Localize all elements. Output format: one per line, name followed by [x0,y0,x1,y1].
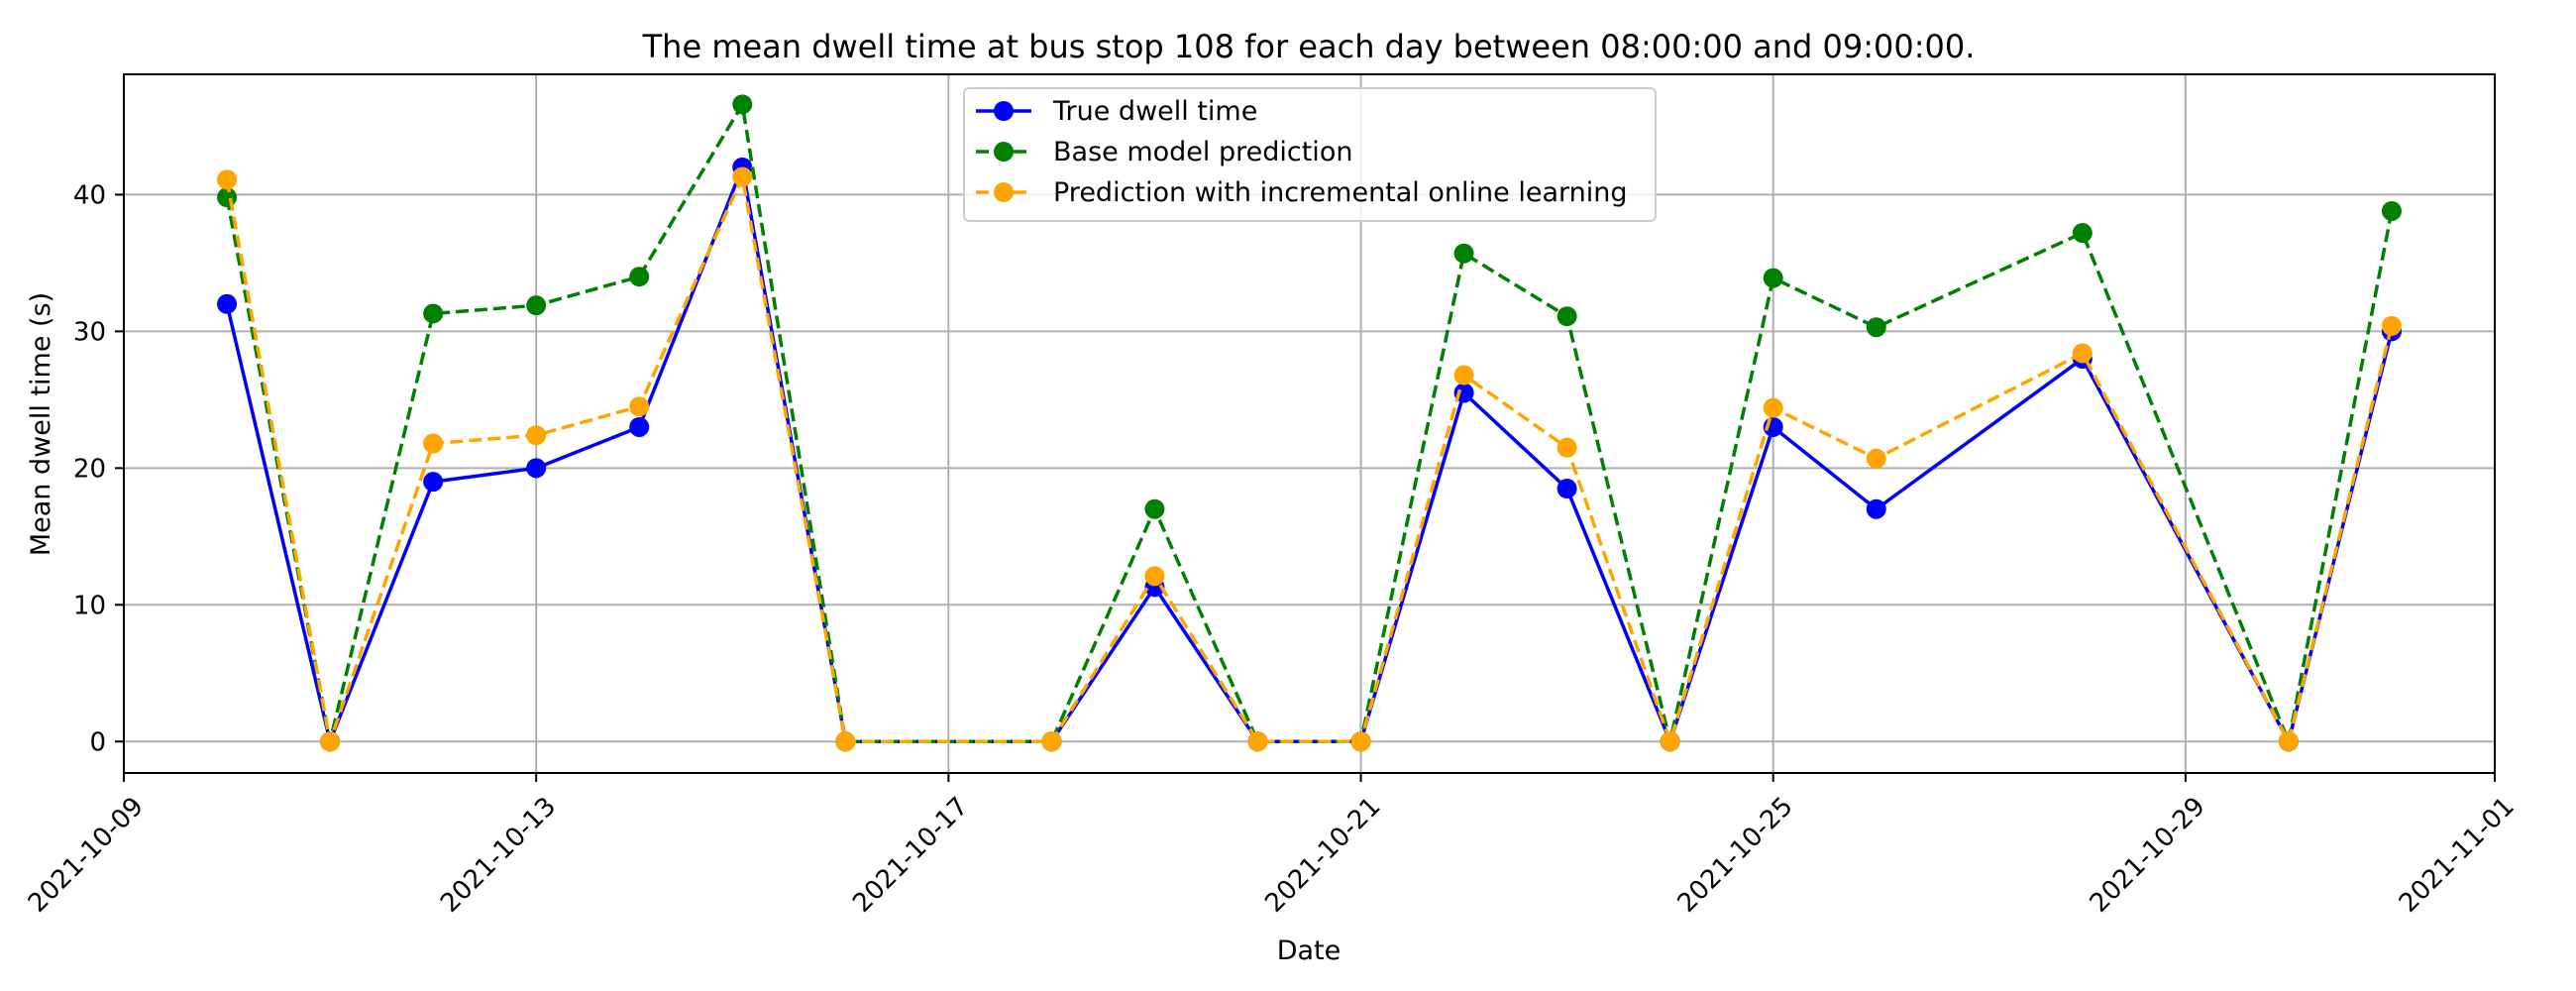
data-point [1144,566,1165,587]
data-point [1350,731,1371,752]
data-point [1866,448,1886,469]
chart-title: The mean dwell time at bus stop 108 for … [642,28,1976,65]
data-point [732,166,753,187]
legend-label: Prediction with incremental online learn… [1053,177,1628,208]
data-point [526,425,547,446]
data-point [1660,731,1680,752]
data-point [1556,479,1577,499]
y-tick-label: 20 [73,454,106,484]
data-point [217,169,238,190]
data-point [835,731,856,752]
data-point [423,303,444,324]
legend-label: True dwell time [1052,96,1257,127]
data-point [1247,731,1268,752]
data-point [423,472,444,493]
data-point [217,187,238,208]
data-point [2072,223,2093,244]
series-layer [217,94,2402,752]
legend-box [963,87,1657,222]
legend-marker [994,142,1014,162]
plot-frame [123,73,2496,774]
legend-entry-0: True dwell time [976,96,1257,127]
data-point [423,433,444,454]
y-tick-label: 10 [73,591,106,620]
data-point [1763,268,1783,288]
data-point [526,458,547,479]
data-point [217,293,238,314]
y-tick-label: 30 [73,317,106,347]
data-point [2278,731,2299,752]
data-point [1041,731,1062,752]
legend-entry-2: Prediction with incremental online learn… [976,177,1628,208]
legend-marker [994,182,1014,202]
x-axis-label: Date [1277,936,1342,966]
data-point [1556,306,1577,327]
data-point [629,396,650,417]
data-point [2381,200,2402,221]
data-point [1144,498,1165,519]
data-point [1453,243,1474,264]
legend: True dwell time Base model prediction Pred… [963,87,1657,222]
data-point [1866,317,1886,338]
y-axis-label: Mean dwell time (s) [26,292,56,556]
legend-label: Base model prediction [1053,137,1352,167]
data-point [2072,343,2093,364]
data-point [2381,315,2402,336]
data-point [629,267,650,287]
data-point [1453,365,1474,385]
series-2 [217,166,2402,752]
data-point [1866,498,1886,519]
data-point [629,416,650,437]
legend-marker [994,101,1014,121]
y-tick-label: 40 [73,180,106,210]
legend-entry-1: Base model prediction [976,137,1352,167]
y-tick-label: 0 [89,727,106,757]
data-point [1556,437,1577,458]
data-point [526,295,547,316]
data-point [732,94,753,115]
data-point [320,731,341,752]
data-point [1763,397,1783,418]
